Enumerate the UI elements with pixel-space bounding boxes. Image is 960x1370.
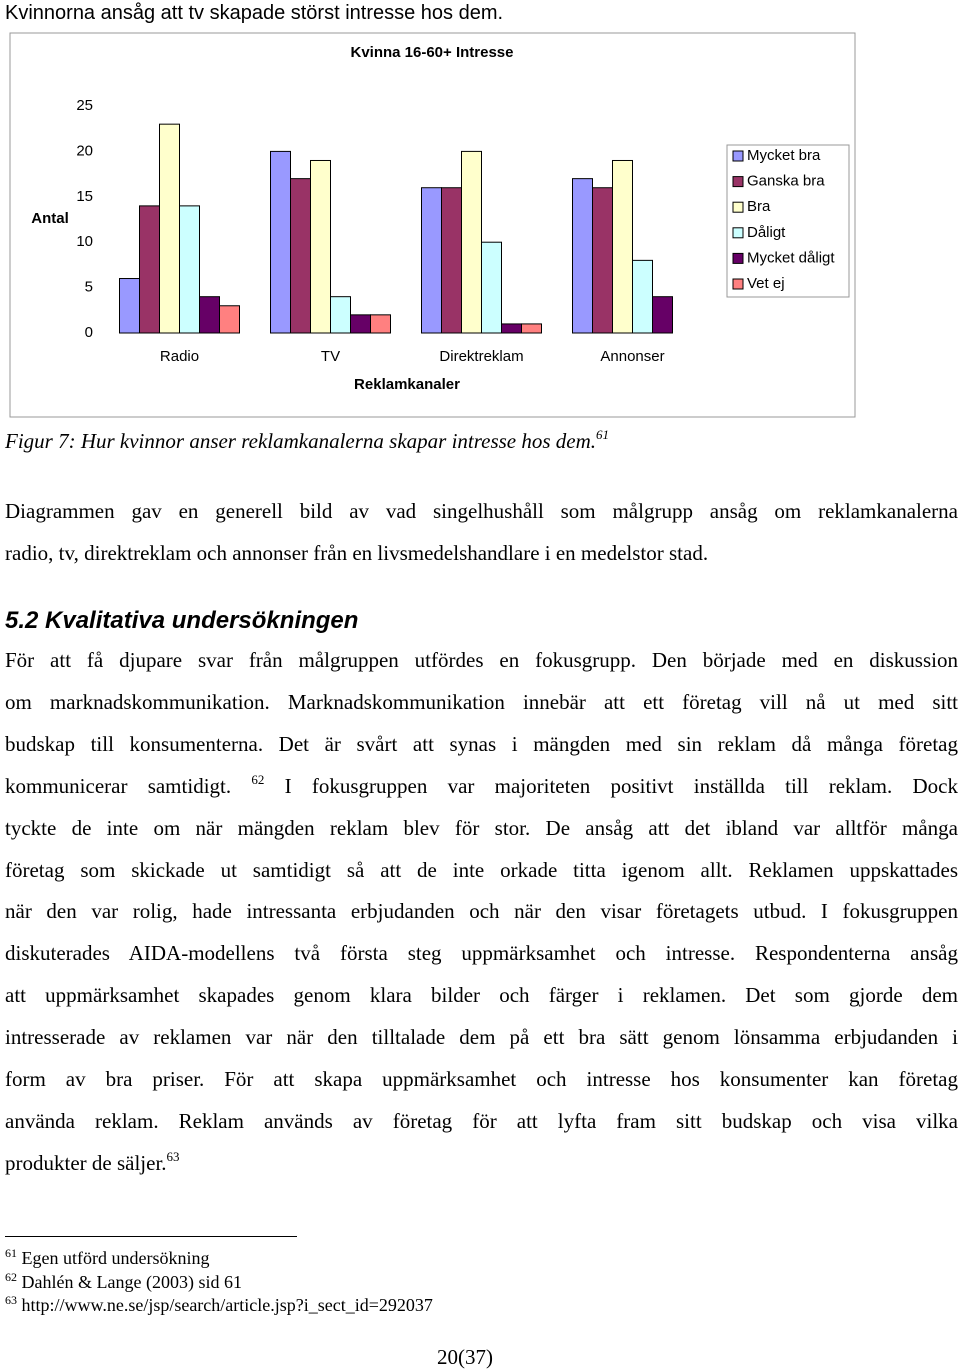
y-axis-label: Antal (31, 210, 69, 227)
bar (521, 323, 542, 334)
footnote-ref: 63 (166, 1148, 180, 1164)
footnote: 63 http://www.ne.se/jsp/search/article.j… (5, 1294, 433, 1316)
footnote-rule (5, 1236, 297, 1237)
legend-label: Ganska bra (747, 173, 825, 190)
figure-caption: Figur 7: Hur kvinnor anser reklamkanaler… (5, 428, 958, 454)
text-line: när den var rolig, hade intressanta erbj… (5, 899, 958, 924)
bar (592, 187, 613, 334)
text-segment: produkter de säljer. (5, 1150, 167, 1175)
footnote-text: Dahlén & Lange (2003) sid 61 (21, 1271, 242, 1292)
legend-swatch (732, 201, 744, 213)
y-tick-label: 20 (76, 142, 93, 159)
bar (219, 305, 240, 334)
bar (632, 259, 653, 334)
bar (199, 296, 220, 334)
legend-swatch (732, 278, 744, 290)
bar (270, 150, 291, 334)
bar (370, 314, 391, 334)
legend-swatch (732, 252, 744, 264)
footnote-number: 62 (5, 1269, 17, 1284)
bar (441, 187, 462, 334)
x-tick-label: Radio (160, 348, 199, 365)
text-segment: I fokusgruppen var majoriteten positivt … (284, 773, 958, 798)
footnote-ref: 61 (596, 427, 610, 442)
bar (159, 123, 180, 334)
bar (652, 296, 673, 334)
text-line: form av bra priser. För att skapa uppmär… (5, 1067, 958, 1091)
top-line: Kvinnorna ansåg att tv skapade störst in… (5, 2, 504, 24)
bar (350, 314, 371, 334)
bar (461, 150, 482, 334)
text-line: företag som skickade ut samtidigt så att… (5, 857, 958, 882)
bar (612, 159, 633, 334)
text-line: Diagrammen gav en generell bild av vad s… (5, 499, 958, 523)
footnote-number: 63 (5, 1293, 17, 1307)
text-line: tyckte de inte om när mängden reklam ble… (5, 815, 958, 840)
text-line: kommunicerar samtidigt. 62 I fokusgruppe… (5, 773, 958, 799)
chart: Kvinna 16-60+ Intresse Antal Reklamkanal… (9, 32, 856, 418)
legend-label: Mycket dåligt (747, 249, 835, 266)
bar (119, 278, 140, 334)
text-line: radio, tv, direktreklam och annonser frå… (5, 541, 709, 565)
legend-label: Vet ej (747, 275, 785, 292)
bar (481, 241, 502, 334)
legend-swatch (732, 227, 744, 239)
legend-swatch (732, 176, 744, 188)
bar (310, 159, 331, 334)
bar (572, 178, 593, 334)
caption-text: Figur 7: Hur kvinnor anser reklamkanaler… (5, 429, 597, 453)
text-segment: kommunicerar samtidigt. (5, 773, 232, 798)
legend-box (726, 144, 850, 298)
y-tick-label: 10 (76, 233, 93, 250)
y-tick-label: 15 (76, 188, 93, 205)
y-tick-label: 0 (85, 324, 93, 341)
legend-label: Dåligt (747, 224, 786, 241)
text-line: intresserade av reklamen var när den til… (5, 1025, 958, 1050)
legend-label: Mycket bra (747, 147, 821, 164)
page-number: 20(37) (437, 1345, 493, 1369)
y-tick-label: 5 (85, 279, 93, 296)
text-line: diskuterades AIDA-modellens två första s… (5, 941, 958, 966)
text-line: produkter de säljer.63 (5, 1150, 958, 1176)
footnote: 62 Dahlén & Lange (2003) sid 61 (5, 1271, 242, 1293)
footnote-number: 61 (5, 1246, 17, 1260)
chart-title: Kvinna 16-60+ Intresse (350, 44, 513, 61)
x-tick-label: Direktreklam (439, 348, 523, 365)
bar (421, 187, 442, 334)
footnote-text: http://www.ne.se/jsp/search/article.jsp?… (21, 1295, 433, 1315)
bar (179, 205, 200, 334)
text-line: om marknadskommunikation. Marknadskommun… (5, 689, 958, 714)
footnote-ref: 62 (251, 771, 265, 787)
text-line: budskap till konsumenterna. Det är svårt… (5, 731, 958, 756)
x-tick-label: Annonser (600, 348, 664, 365)
text-line: att uppmärksamhet skapades genom klara b… (5, 983, 958, 1008)
bar (330, 296, 351, 334)
text-line: använda reklam. Reklam används av företa… (5, 1108, 958, 1133)
bar (139, 205, 160, 334)
legend-label: Bra (747, 198, 771, 215)
section-heading: 5.2 Kvalitativa undersökningen (5, 607, 359, 634)
legend-swatch (732, 150, 744, 162)
bar (290, 178, 311, 334)
footnote: 61 Egen utförd undersökning (5, 1247, 209, 1269)
text-line: För att få djupare svar från målgruppen … (5, 648, 958, 672)
y-tick-label: 25 (76, 97, 93, 114)
bar (501, 323, 522, 334)
footnote-text: Egen utförd undersökning (21, 1248, 210, 1268)
x-axis-label: Reklamkanaler (354, 376, 460, 393)
x-tick-label: TV (321, 348, 340, 365)
